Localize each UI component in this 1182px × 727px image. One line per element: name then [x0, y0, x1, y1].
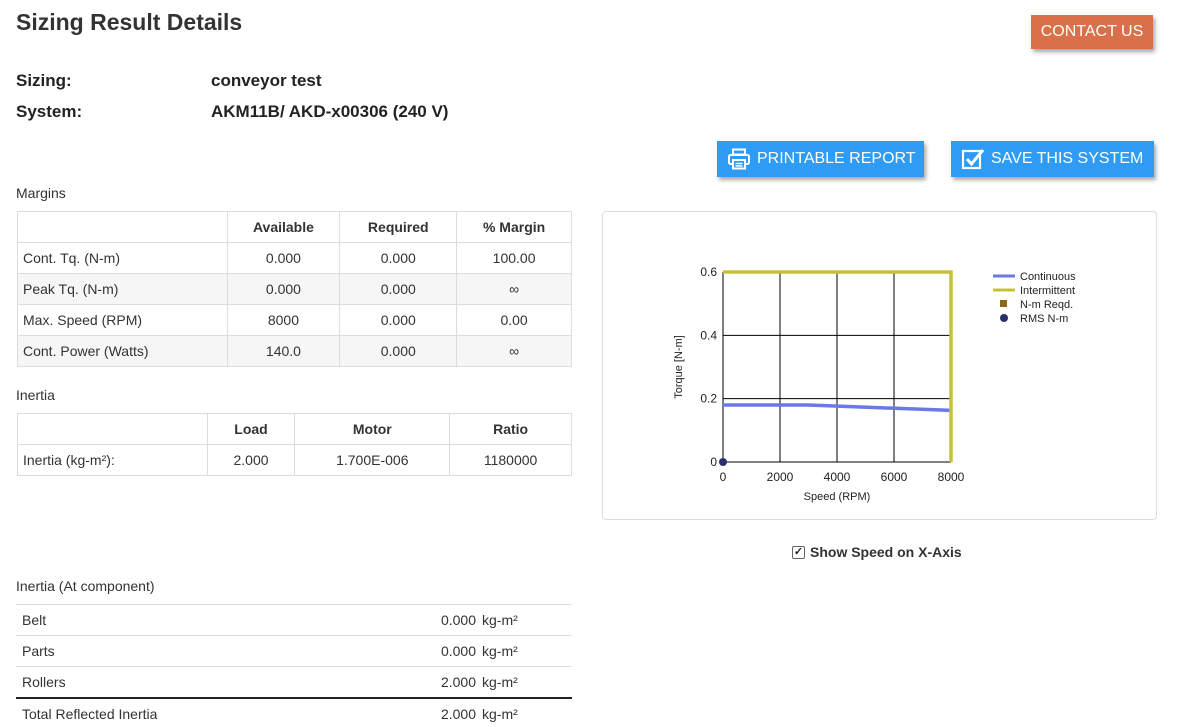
legend-label: Intermittent — [1020, 285, 1075, 297]
margin-cell: 0.00 — [456, 304, 572, 336]
legend-swatch — [1000, 314, 1008, 322]
component-value: 0.000 — [412, 604, 482, 636]
x-tick-label: 8000 — [938, 470, 965, 484]
check-mark-icon: ✓ — [793, 545, 804, 558]
row-label: Peak Tq. (N-m) — [17, 273, 228, 305]
x-tick-label: 2000 — [767, 470, 794, 484]
legend-label: N-m Reqd. — [1020, 299, 1073, 311]
table-row: Parts 0.000 kg-m² — [16, 635, 572, 667]
inertia-section-label: Inertia — [16, 387, 55, 403]
component-value: 2.000 — [412, 666, 482, 698]
margin-cell: 100.00 — [456, 242, 572, 274]
available-cell: 0.000 — [226, 242, 341, 274]
system-value: AKM11B/ AKD-x00306 (240 V) — [211, 102, 449, 121]
table-row: Inertia (kg-m²): 2.000 1.700E-006 118000… — [17, 444, 572, 476]
total-name: Total Reflected Inertia — [16, 696, 412, 727]
show-speed-option[interactable]: ✓ Show Speed on X-Axis — [792, 544, 962, 560]
column-header: Required — [339, 211, 458, 243]
row-label: Cont. Tq. (N-m) — [17, 242, 228, 274]
table-row: Cont. Power (Watts) 140.0 0.000 ∞ — [17, 335, 572, 367]
ratio-cell: 1180000 — [449, 444, 572, 476]
row-label: Max. Speed (RPM) — [17, 304, 228, 336]
y-tick-label: 0.6 — [700, 265, 717, 279]
save-system-label: SAVE THIS SYSTEM — [991, 150, 1144, 167]
row-label: Cont. Power (Watts) — [17, 335, 228, 367]
required-cell: 0.000 — [339, 273, 458, 305]
inertia-component-section-label: Inertia (At component) — [16, 578, 155, 594]
component-name: Parts — [16, 635, 412, 667]
component-value: 0.000 — [412, 635, 482, 667]
show-speed-label: Show Speed on X-Axis — [810, 544, 962, 560]
torque-speed-chart-panel: 0 2000 4000 6000 8000 0 0.2 0.4 0.6 Speed (RPM) To… — [602, 211, 1157, 520]
x-axis-label: Speed (RPM) — [804, 491, 871, 503]
y-tick-label: 0 — [710, 455, 717, 469]
y-axis-label: Torque [N-m] — [673, 335, 685, 399]
required-cell: 0.000 — [339, 242, 458, 274]
legend-label: RMS N-m — [1020, 313, 1068, 325]
component-unit: kg-m² — [482, 604, 572, 636]
inertia-header-row: Load Motor Ratio — [17, 413, 572, 445]
legend-swatch — [1000, 300, 1007, 307]
total-unit: kg-m² — [482, 696, 572, 727]
y-tick-label: 0.2 — [700, 392, 717, 406]
margins-header-row: Available Required % Margin — [17, 211, 572, 243]
printable-report-label: PRINTABLE REPORT — [757, 150, 916, 167]
column-header: Available — [226, 211, 341, 243]
component-name: Rollers — [16, 666, 412, 698]
inertia-table: Load Motor Ratio Inertia (kg-m²): 2.000 … — [17, 413, 572, 476]
component-unit: kg-m² — [482, 666, 572, 698]
series-line-intermittent — [723, 270, 953, 462]
printable-report-button[interactable]: PRINTABLE REPORT — [717, 141, 924, 177]
margins-table: Available Required % Margin Cont. Tq. (N… — [17, 211, 572, 367]
show-speed-checkbox[interactable]: ✓ — [792, 545, 805, 559]
row-label: Inertia (kg-m²): — [17, 444, 208, 476]
column-header: Load — [206, 413, 296, 445]
x-tick-label: 6000 — [881, 470, 908, 484]
table-row: Peak Tq. (N-m) 0.000 0.000 ∞ — [17, 273, 572, 305]
margin-cell: ∞ — [456, 335, 572, 367]
y-tick-label: 0.4 — [700, 328, 717, 342]
table-row: Max. Speed (RPM) 8000 0.000 0.00 — [17, 304, 572, 336]
required-cell: 0.000 — [339, 335, 458, 367]
available-cell: 140.0 — [226, 335, 341, 367]
available-cell: 8000 — [226, 304, 341, 336]
table-row: Belt 0.000 kg-m² — [16, 604, 572, 636]
checkbox-icon — [961, 149, 985, 170]
required-cell: 0.000 — [339, 304, 458, 336]
motor-cell: 1.700E-006 — [294, 444, 451, 476]
sizing-label: Sizing: — [16, 71, 72, 90]
column-header: Ratio — [449, 413, 572, 445]
x-tick-label: 4000 — [824, 470, 851, 484]
total-value: 2.000 — [412, 696, 482, 727]
x-tick-label: 0 — [720, 470, 727, 484]
series-line-continuous — [723, 403, 952, 413]
system-label: System: — [16, 102, 83, 121]
column-header — [17, 413, 208, 445]
torque-speed-chart: 0 2000 4000 6000 8000 0 0.2 0.4 0.6 Speed (RPM) To… — [673, 265, 1076, 503]
inertia-component-table: Belt 0.000 kg-m² Parts 0.000 kg-m² Rolle… — [16, 604, 572, 727]
component-name: Belt — [16, 604, 412, 636]
column-header — [17, 211, 228, 243]
component-unit: kg-m² — [482, 635, 572, 667]
save-system-button[interactable]: SAVE THIS SYSTEM — [951, 141, 1154, 177]
total-row: Total Reflected Inertia 2.000 kg-m² — [16, 696, 572, 727]
margins-section-label: Margins — [16, 185, 66, 201]
margin-cell: ∞ — [456, 273, 572, 305]
sizing-value: conveyor test — [211, 71, 322, 90]
rms-point — [719, 458, 727, 466]
legend-label: Continuous — [1020, 271, 1076, 283]
available-cell: 0.000 — [226, 273, 341, 305]
page-title: Sizing Result Details — [16, 9, 243, 35]
column-header: Motor — [294, 413, 451, 445]
column-header: % Margin — [456, 211, 572, 243]
load-cell: 2.000 — [206, 444, 296, 476]
printer-icon — [728, 148, 750, 170]
table-row: Cont. Tq. (N-m) 0.000 0.000 100.00 — [17, 242, 572, 274]
table-row: Rollers 2.000 kg-m² — [16, 666, 572, 698]
contact-us-button[interactable]: CONTACT US — [1031, 15, 1153, 49]
